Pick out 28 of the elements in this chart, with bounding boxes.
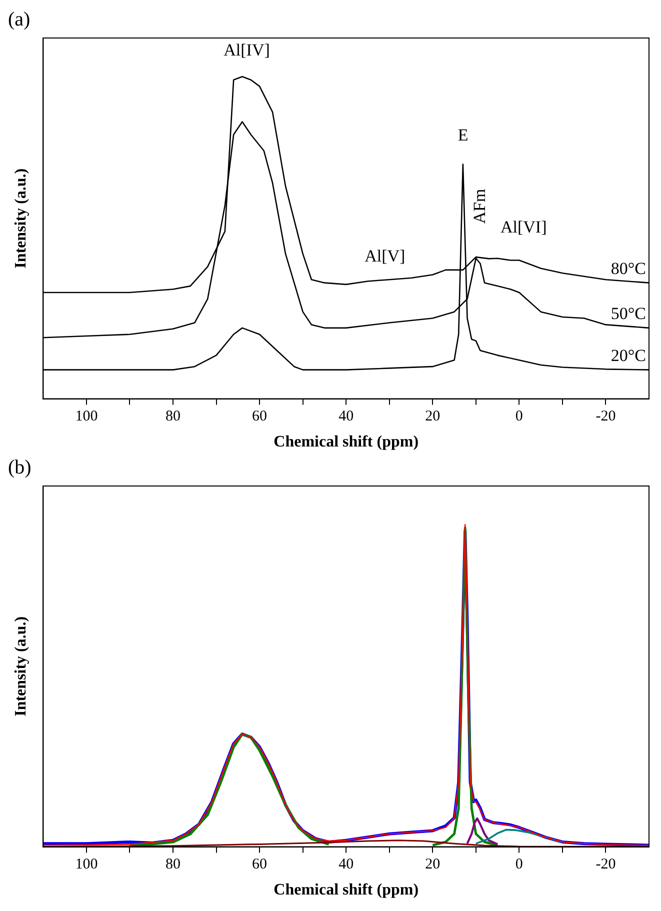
x-tick-label: 80 [166,408,181,425]
x-tick-label: 100 [75,856,98,873]
x-tick-label: 20 [425,856,440,873]
y-axis-title: Intensity (a.u.) [12,616,30,716]
annotation: Al[V] [364,246,406,266]
annotation: Al[VI] [500,217,547,236]
annotation: AFm [470,188,490,224]
chart-title: (a) [8,8,30,30]
x-tick-label: 40 [338,856,354,873]
chart-title: (b) [8,456,32,478]
text: Al[IV] [224,40,270,60]
x-axis-title: Chemical shift (ppm) [274,882,419,899]
x-tick-label: 60 [252,856,268,873]
x-tick-label: 40 [338,408,354,425]
series-label: 50°C [610,304,646,323]
x-tick-label: 20 [425,408,440,425]
x-tick-label: 80 [166,856,181,873]
x-axis-title: Chemical shift (ppm) [274,434,419,451]
y-axis-title: Intensity (a.u.) [12,168,30,268]
series-label: 80°C [610,258,646,278]
annotation: E [458,125,468,144]
x-tick-label: -20 [596,856,616,873]
x-tick-label: 60 [252,408,268,425]
series-label: 20°C [610,346,646,365]
x-tick-label: 100 [75,408,98,425]
x-tick-label: -20 [596,408,616,425]
x-tick-label: 0 [515,856,523,873]
x-tick-label: 0 [515,408,523,425]
